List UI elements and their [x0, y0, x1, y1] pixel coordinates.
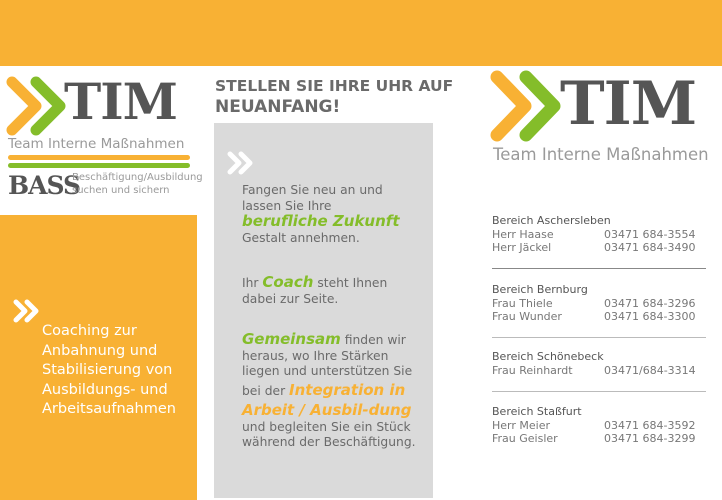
p3-highlight: Gemeinsam	[242, 330, 341, 348]
contact-row: Herr Meier 03471 684-3592	[492, 419, 706, 433]
brand-tagline: Team Interne Maßnahmen	[493, 145, 709, 164]
bass-line2: suchen und sichern	[72, 185, 170, 196]
area-heading: Bereich Aschersleben	[492, 214, 611, 227]
contact-row: Frau Reinhardt 03471/684-3314	[492, 364, 706, 378]
area-heading: Bereich Staßfurt	[492, 405, 582, 418]
contact-row: Frau Geisler 03471 684-3299	[492, 432, 706, 446]
contact-phone: 03471 684-3300	[604, 310, 696, 323]
p3-text: finden wir heraus, wo Ihre Stärken liege…	[242, 333, 413, 398]
brand-tagline: Team Interne Maßnahmen	[8, 136, 185, 152]
divider	[492, 337, 706, 338]
coaching-description: Coaching zur Anbahnung und Stabilisierun…	[42, 323, 176, 417]
area-heading: Bereich Bernburg	[492, 283, 588, 296]
double-chevron-icon	[227, 151, 253, 175]
info-box	[214, 123, 433, 498]
contact-phone: 03471/684-3314	[604, 363, 696, 377]
divider	[492, 268, 706, 269]
contact-schoenebeck: Bereich Schönebeck Frau Reinhardt 03471/6…	[492, 350, 706, 377]
contact-aschersleben: Bereich Aschersleben Herr Haase 03471 684…	[492, 214, 706, 255]
contact-bernburg: Bereich Bernburg Frau Thiele 03471 684-32…	[492, 283, 706, 324]
contact-row: Herr Jäckel 03471 684-3490	[492, 241, 706, 255]
top-banner	[0, 0, 722, 66]
paragraph-3: Gemeinsam finden wir heraus, wo Ihre Stä…	[242, 330, 422, 451]
tim-logo-right: TIM Team Interne Maßnahmen	[490, 70, 720, 170]
contact-row: Frau Wunder 03471 684-3300	[492, 310, 706, 324]
heading-line1: STELLEN SIE IHRE UHR AUF	[215, 77, 454, 95]
heading-line2: NEUANFANG!	[215, 97, 341, 117]
contact-stassfurt: Bereich Staßfurt Herr Meier 03471 684-359…	[492, 405, 706, 446]
chevrons-logo-icon	[6, 76, 66, 136]
contact-name: Herr Meier	[492, 418, 550, 432]
paragraph-1: Fangen Sie neu an und lassen Sie Ihre be…	[242, 183, 422, 246]
chevrons-logo-icon	[490, 70, 561, 142]
page-title: STELLEN SIE IHRE UHR AUF NEUANFANG!	[215, 76, 453, 118]
tim-logo-left: TIM Team Interne Maßnahmen BASS Beschäft…	[6, 72, 203, 204]
bass-line1: Beschäftigung/Ausbildung	[72, 172, 203, 183]
p3-highlight-orange: Integration in Arbeit / Ausbil-dung	[242, 380, 412, 419]
p1-highlight: berufliche Zukunft	[242, 212, 400, 230]
bass-logo: BASS	[8, 171, 81, 200]
contact-row: Herr Haase 03471 684-3554	[492, 228, 706, 242]
contact-phone: 03471 684-3296	[604, 296, 696, 310]
area-heading: Bereich Schönebeck	[492, 350, 604, 363]
contact-name: Frau Wunder	[492, 310, 562, 323]
contact-name: Frau Geisler	[492, 432, 558, 445]
brand-name: TIM	[64, 72, 178, 131]
orange-rule	[8, 155, 190, 160]
p2-highlight: Coach	[262, 273, 314, 291]
contact-phone: 03471 684-3554	[604, 227, 696, 241]
green-rule	[8, 163, 190, 168]
p2-text: Ihr	[242, 276, 259, 290]
paragraph-2: Ihr Coach steht Ihnen dabei zur Seite.	[242, 273, 422, 307]
p3-text-end: und begleiten Sie ein Stück während der …	[242, 419, 416, 450]
contact-row: Frau Thiele 03471 684-3296	[492, 297, 706, 311]
left-orange-panel	[0, 215, 197, 500]
contact-phone: 03471 684-3299	[604, 432, 696, 445]
contact-phone: 03471 684-3490	[604, 241, 696, 254]
p1-text: Fangen Sie neu an und lassen Sie Ihre	[242, 183, 383, 213]
double-chevron-icon	[13, 299, 39, 323]
p2-text-end: steht Ihnen dabei zur Seite.	[242, 276, 388, 306]
contact-phone: 03471 684-3592	[604, 418, 696, 432]
divider	[492, 391, 706, 392]
brand-name: TIM	[560, 69, 697, 139]
contact-name: Herr Jäckel	[492, 241, 552, 254]
contact-name: Frau Reinhardt	[492, 363, 573, 377]
contact-name: Herr Haase	[492, 227, 554, 241]
contact-name: Frau Thiele	[492, 296, 553, 310]
p1-text-end: Gestalt annehmen.	[242, 230, 360, 245]
